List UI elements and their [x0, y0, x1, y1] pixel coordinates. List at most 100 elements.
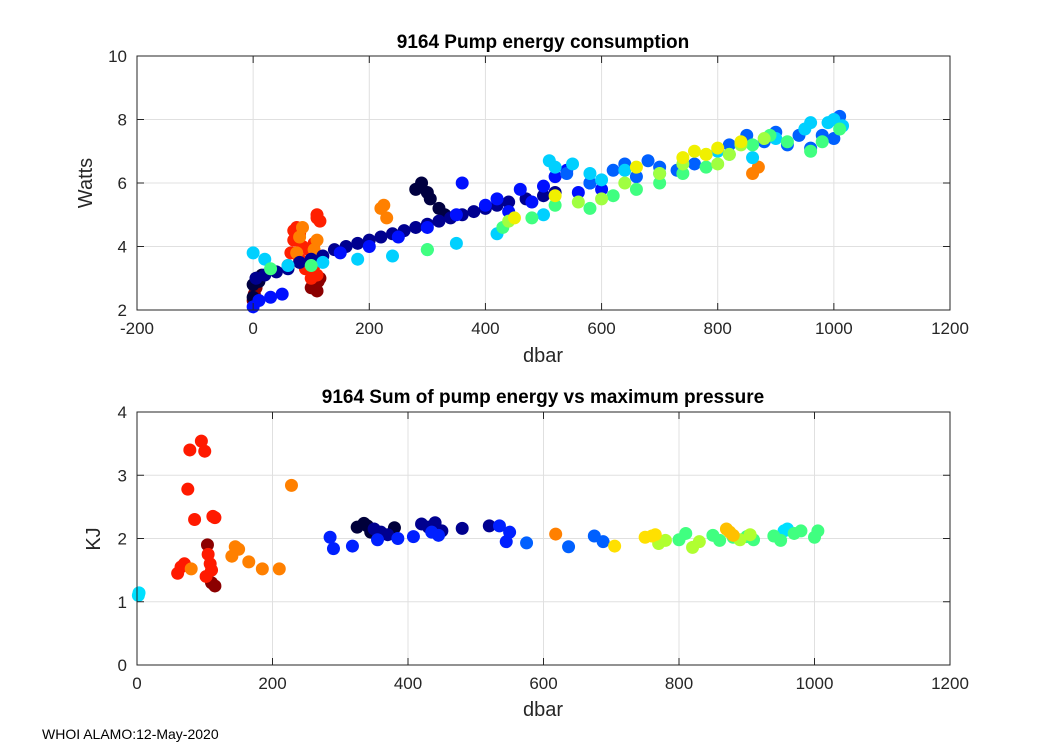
x-tick-label: 800 [704, 319, 732, 338]
data-point [743, 528, 757, 542]
data-point [676, 166, 690, 180]
data-point [618, 176, 632, 190]
data-point [629, 182, 643, 196]
y-axis-label: Watts [75, 158, 97, 208]
data-point [713, 533, 727, 547]
data-point [699, 160, 713, 174]
data-point [513, 182, 527, 196]
x-tick-label: 1200 [931, 319, 969, 338]
x-tick-label: 600 [587, 319, 615, 338]
y-tick-label: 0 [118, 656, 127, 675]
data-point [746, 151, 760, 165]
data-point [548, 189, 562, 203]
data-point [571, 195, 585, 209]
data-point [406, 530, 420, 544]
x-tick-label: 600 [529, 674, 557, 693]
x-tick-label: 0 [132, 674, 141, 693]
data-point [833, 122, 847, 136]
data-point [507, 211, 521, 225]
data-point [449, 208, 463, 222]
data-point [595, 182, 609, 196]
x-tick-label: 1000 [815, 319, 853, 338]
data-point [583, 201, 597, 215]
data-point [333, 246, 347, 260]
data-point [537, 189, 550, 203]
x-tick-label: 200 [258, 674, 286, 693]
data-point [687, 157, 701, 171]
x-axis-label: dbar [523, 699, 563, 721]
data-point [255, 562, 269, 576]
data-point [391, 230, 405, 244]
data-point [242, 555, 256, 569]
data-point [194, 434, 208, 448]
data-point [432, 214, 446, 228]
y-tick-label: 2 [118, 530, 127, 549]
data-point [386, 249, 400, 263]
data-point [420, 243, 434, 257]
x-tick-label: 1000 [796, 674, 834, 693]
data-point [310, 284, 324, 298]
data-points [246, 109, 850, 314]
data-point [618, 163, 632, 177]
x-tick-label: 400 [394, 674, 422, 693]
data-point [296, 220, 310, 234]
data-point [258, 252, 272, 266]
y-tick-label: 10 [108, 47, 127, 66]
data-point [711, 141, 725, 155]
data-point [310, 268, 324, 282]
data-point [391, 532, 405, 545]
data-point [310, 233, 324, 247]
data-point [252, 293, 266, 307]
data-point [583, 166, 597, 180]
data-point [548, 170, 562, 184]
data-point [658, 533, 672, 547]
data-point [525, 211, 539, 225]
data-point [815, 135, 829, 149]
data-point [208, 579, 222, 593]
data-point [595, 173, 609, 187]
chart-title: 9164 Sum of pump energy vs maximum press… [322, 387, 764, 408]
data-point [351, 252, 365, 266]
x-tick-label: 200 [355, 319, 383, 338]
data-point [490, 192, 504, 206]
data-point [316, 255, 330, 269]
data-point [525, 195, 539, 209]
data-point [774, 533, 788, 547]
data-point [293, 255, 307, 269]
data-point [371, 533, 385, 547]
data-point [304, 259, 318, 273]
data-point [492, 519, 506, 533]
axis-ticks: -200 0 200 400 600 800 1000 1200 2 4 6 8 10 [108, 47, 969, 338]
data-point [503, 525, 517, 539]
data-point [722, 138, 736, 152]
data-point [641, 154, 655, 168]
data-point [562, 540, 576, 554]
data-point [757, 132, 771, 146]
data-point [326, 542, 340, 556]
data-point [722, 147, 736, 161]
data-point [537, 179, 550, 193]
data-point [780, 135, 794, 149]
data-point [345, 539, 359, 553]
data-point [811, 524, 825, 538]
data-point [184, 562, 198, 576]
x-tick-label: 800 [665, 674, 693, 693]
data-point [583, 176, 597, 190]
data-point [548, 198, 562, 212]
data-point [380, 211, 394, 225]
data-point [827, 132, 841, 146]
y-tick-label: 1 [118, 593, 127, 612]
data-point [726, 528, 740, 542]
data-point [275, 287, 289, 301]
data-point [381, 528, 395, 542]
data-point [455, 176, 469, 190]
data-point [409, 220, 423, 234]
data-point [132, 586, 146, 600]
data-point [423, 192, 437, 206]
data-point [794, 524, 808, 538]
y-tick-label: 4 [118, 403, 127, 422]
y-tick-label: 4 [118, 238, 127, 257]
x-tick-label: 1200 [931, 674, 969, 693]
data-point [502, 195, 516, 209]
data-point [711, 157, 725, 171]
